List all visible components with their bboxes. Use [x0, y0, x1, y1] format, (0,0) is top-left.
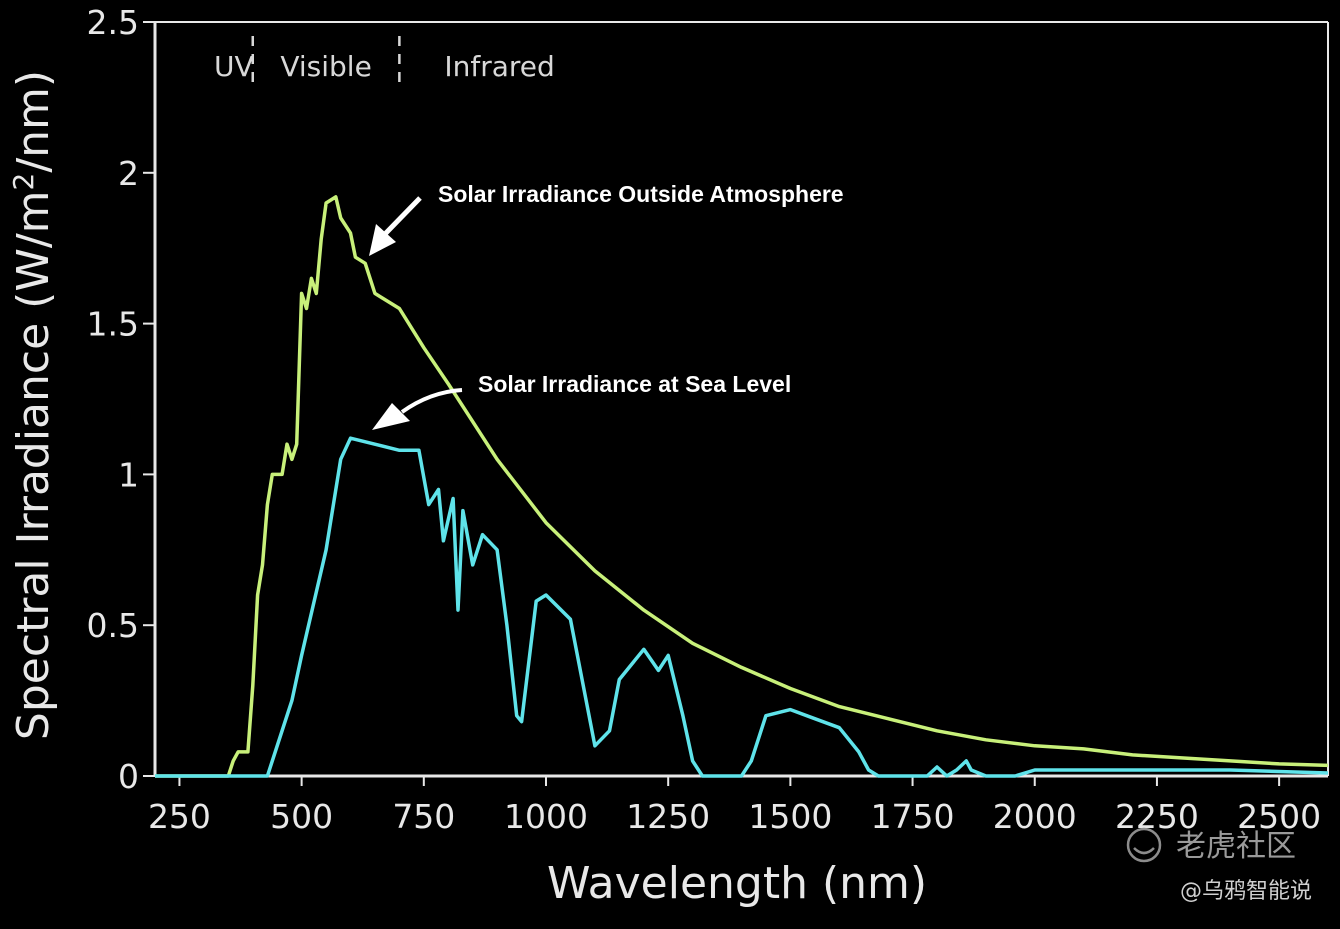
arrow-head-outside [369, 224, 396, 256]
series-lines [155, 195, 1329, 778]
y-axis-title: Spectral Irradiance (W/m2/nm) [7, 70, 59, 740]
plot-frame [153, 21, 1329, 778]
y-tick-label: 2.5 [87, 3, 139, 42]
x-tick-label: 1500 [748, 797, 832, 836]
watermark-logo: 老虎社区 [1126, 827, 1296, 864]
spectrum-regions: UV Visible Infrared [214, 36, 555, 84]
x-tick-label: 2500 [1237, 797, 1321, 836]
x-tick-label: 1250 [626, 797, 710, 836]
x-tick-label: 1750 [871, 797, 955, 836]
series-line [155, 195, 1329, 778]
annotation-sea-level: Solar Irradiance at Sea Level [372, 371, 791, 430]
y-tick-label: 2 [118, 154, 139, 193]
y-axis-title-units: /nm) [8, 70, 59, 173]
y-axis-ticks: 0 0.5 1 1.5 2 2.5 [87, 3, 155, 796]
y-axis-title-superscript: 2 [7, 173, 40, 191]
tiger-logo-mark [1133, 847, 1155, 855]
annotation-label-sea: Solar Irradiance at Sea Level [478, 371, 791, 397]
arrow-head-sea [372, 403, 410, 430]
arrow-shaft-sea [400, 388, 463, 414]
watermark-author: @乌鸦智能说 [1180, 879, 1312, 904]
annotation-outside-atmosphere: Solar Irradiance Outside Atmosphere [369, 181, 844, 256]
region-label: Visible [280, 50, 371, 83]
y-tick-label: 0 [118, 757, 139, 796]
watermark-logo-text: 老虎社区 [1176, 829, 1296, 864]
region-label: Infrared [444, 50, 554, 83]
arrow-shaft-outside [383, 196, 422, 236]
region-label: UV [214, 50, 254, 83]
x-tick-label: 500 [270, 797, 333, 836]
x-tick-label: 2250 [1115, 797, 1199, 836]
x-tick-label: 250 [148, 797, 211, 836]
annotation-label-outside: Solar Irradiance Outside Atmosphere [438, 181, 844, 207]
tiger-logo-icon [1126, 827, 1162, 863]
y-tick-label: 0.5 [87, 606, 139, 645]
x-tick-label: 1000 [504, 797, 588, 836]
x-tick-label: 750 [392, 797, 455, 836]
series-line [155, 436, 1329, 778]
y-tick-label: 1 [118, 455, 139, 494]
x-tick-label: 2000 [993, 797, 1077, 836]
x-axis-ticks: 250 500 750 1000 1250 1500 1750 2000 2250 2500 [148, 776, 1321, 836]
y-axis-title-main: Spectral Irradiance (W/m [8, 190, 59, 740]
x-axis-title: Wavelength (nm) [547, 858, 927, 909]
y-tick-label: 1.5 [87, 305, 139, 344]
